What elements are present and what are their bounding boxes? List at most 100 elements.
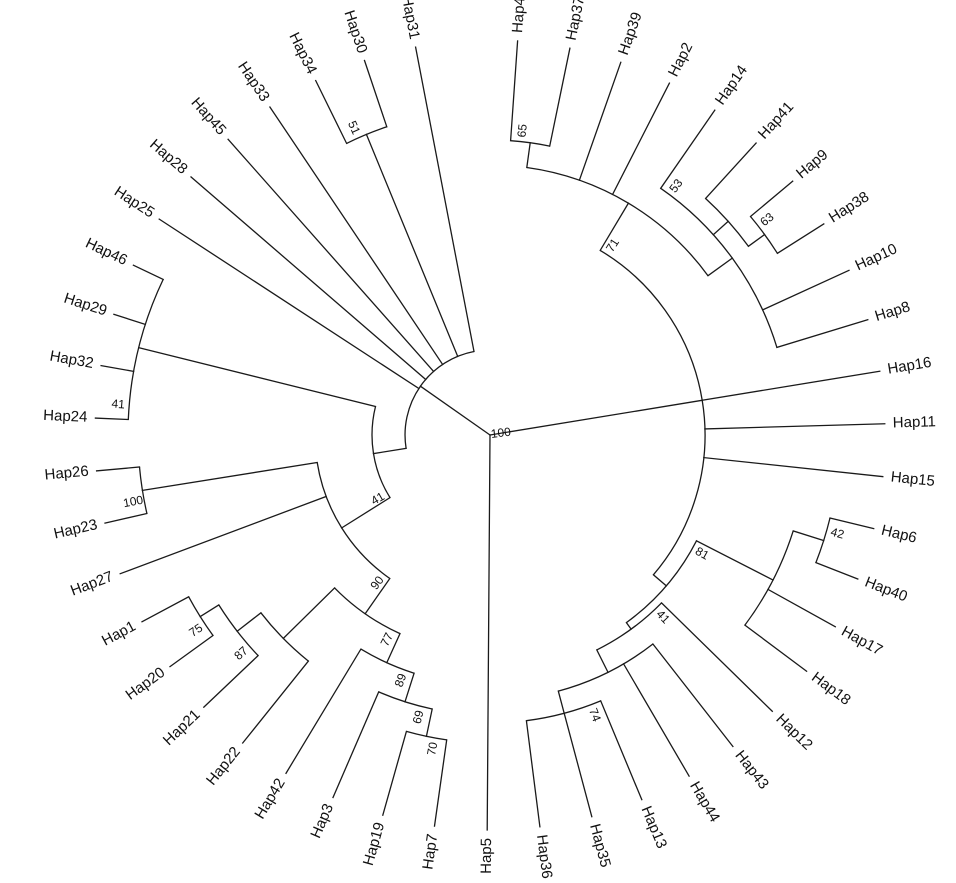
leaf-label: Hap38 [826,188,872,226]
leaf-label: Hap45 [188,94,230,138]
support-value: 81 [693,544,712,563]
leaf-label: Hap17 [838,623,885,659]
leaf-label: Hap24 [43,407,88,426]
leaf-label: Hap25 [111,183,157,221]
leaf-label: Hap27 [68,568,115,599]
support-value: 89 [392,671,410,689]
branch-line [704,423,886,430]
leaf-label: Hap19 [360,820,388,867]
branch-line [227,138,435,373]
leaf-label: Hap10 [853,240,900,274]
branch-line [119,495,327,575]
support-value: 69 [410,709,427,726]
leaf-label: Hap14 [712,62,751,108]
support-value: 75 [186,621,205,640]
branch-line [158,218,420,390]
leaf-label: Hap43 [732,747,773,792]
branch-line [314,79,348,145]
branch-line [364,577,391,615]
branch-line [829,517,875,530]
branch-line [625,621,633,631]
support-value: 87 [231,643,251,663]
branch-line [611,82,671,196]
branch-line [578,61,622,182]
branch-line [113,313,147,326]
branch-line [659,109,716,190]
leaf-label: Hap22 [203,744,244,789]
branch-line [599,202,630,252]
branch-line [202,654,260,709]
branch-line [104,512,148,524]
branch-line [525,719,541,828]
leaf-label: Hap7 [419,833,441,871]
support-value: 70 [424,741,440,757]
leaf-label: Hap46 [83,235,130,269]
leaf-label: Hap39 [615,10,646,57]
branch-line [701,370,881,402]
support-value: 41 [653,607,673,627]
branch-line [599,700,643,801]
clade-arc [599,249,706,576]
branch-line [236,611,262,633]
branch-line [704,142,758,200]
branch-line [381,730,408,817]
leaf-label: Hap28 [146,136,191,178]
support-values: 65 63 53 42 74 41 81 71 70 69 89 75 87 77 100 90 41 41 51 1… [111,119,846,757]
branch-line [486,434,491,831]
support-value: 53 [666,176,685,195]
branch-line [563,712,593,818]
support-value: 65 [514,123,529,138]
branch-line [282,586,336,640]
branch-line [743,624,808,673]
branch-line [595,649,609,674]
leaf-label: Hap16 [886,354,932,378]
branch-line [199,604,220,618]
support-value: 51 [345,119,363,137]
leaf-label: Hap31 [398,0,423,41]
branch-line [419,385,491,436]
branch-line [703,456,884,478]
support-value: 100 [122,493,145,511]
support-value: 63 [757,210,776,229]
support-value: 42 [829,525,846,542]
branch-line [95,466,141,472]
leaf-label: Hap23 [52,516,99,542]
branch-line [652,573,668,587]
branch-line [776,223,825,255]
branch-line [137,346,377,408]
branch-line [767,588,837,628]
leaf-label: Hap2 [665,40,696,80]
support-value: 74 [586,706,604,724]
branch-line [433,739,448,827]
leaf-label: Hap41 [755,98,797,142]
branch-line [332,691,380,799]
branch-line [169,634,214,668]
branch-line [404,672,415,703]
branch-line [372,447,407,455]
branch-line [776,318,869,349]
branch-line [712,220,730,236]
leaf-label: Hap26 [44,463,90,484]
leaf-label: Hap6 [880,522,919,547]
branch-line [141,461,318,492]
branch-line [526,142,531,169]
branch-line [268,106,444,366]
leaf-label: Hap15 [890,468,936,490]
branch-line [651,643,734,748]
branch-line [509,40,519,142]
branch-line [622,663,690,777]
support-value: 100 [490,425,512,441]
leaf-label: Hap33 [234,59,273,105]
leaf-label: Hap1 [99,618,139,650]
leaf-label: Hap30 [340,8,370,55]
branch-line [548,47,571,147]
leaf-label: Hap21 [160,706,204,749]
branch-line [749,180,794,218]
leaf-label: Hap9 [793,146,831,182]
support-value: 77 [378,630,397,648]
branch-line [132,264,165,281]
leaf-label: Hap37 [563,0,589,42]
leaf-label: Hap20 [122,664,168,704]
branch-line [340,496,391,529]
